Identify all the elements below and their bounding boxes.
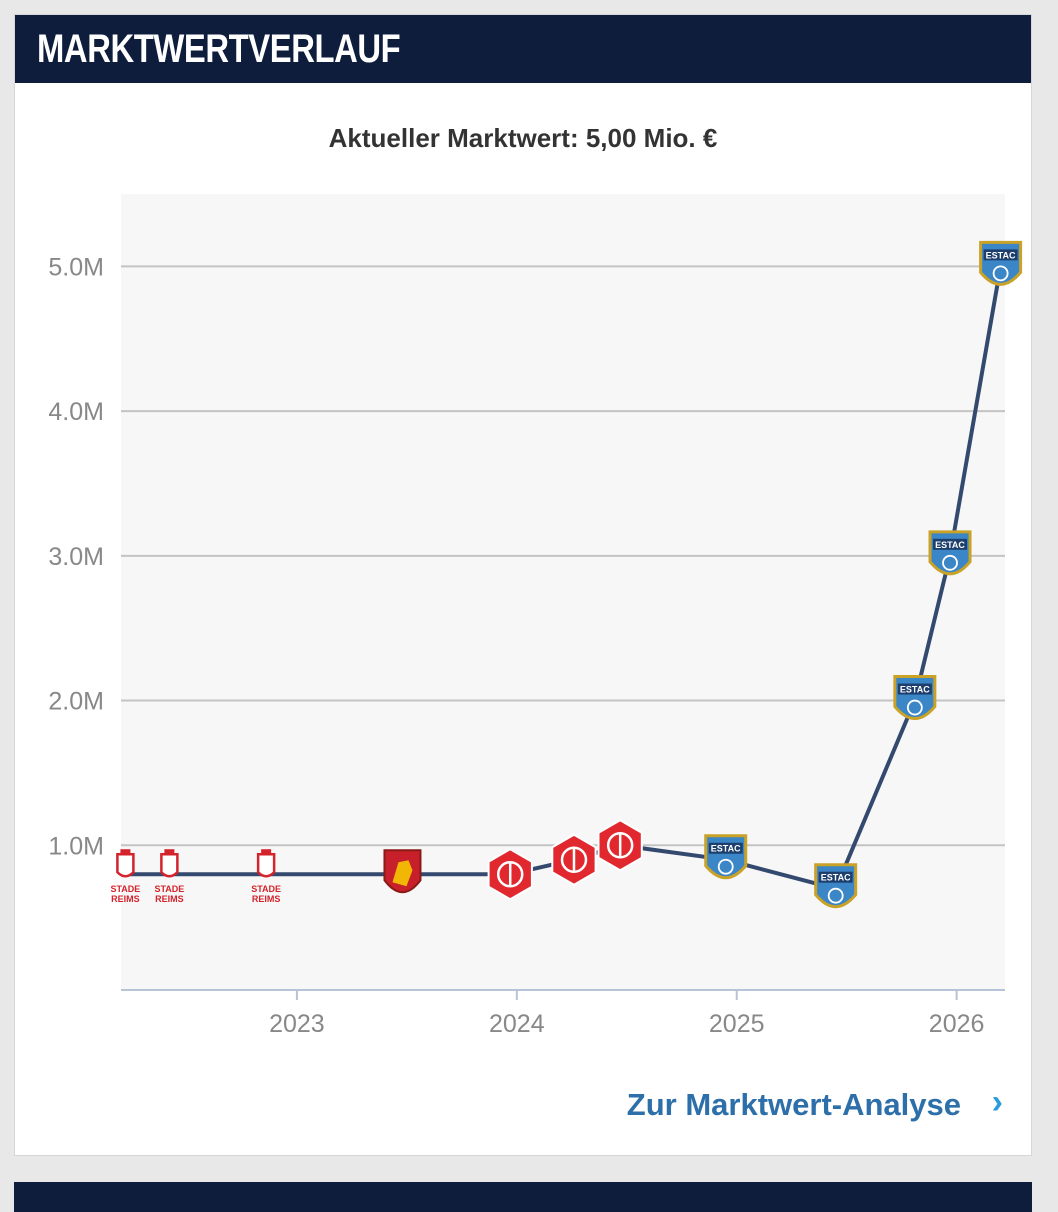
- reims-crown: [261, 849, 272, 855]
- troyes-banner: [818, 871, 853, 883]
- y-tick-label: 2.0M: [48, 688, 104, 716]
- reims-crest: [116, 852, 135, 878]
- y-tick-label: 5.0M: [48, 253, 104, 281]
- data-point-annecy-logo[interactable]: [487, 848, 533, 901]
- reims-logo-text: REIMS: [155, 894, 184, 904]
- troyes-banner: [933, 538, 968, 550]
- troyes-emblem: [827, 887, 844, 904]
- data-point-troyes-logo[interactable]: ESTAC: [979, 240, 1023, 286]
- data-point-troyes-logo[interactable]: ESTAC: [814, 863, 858, 909]
- reims-logo-text: REIMS: [252, 894, 281, 904]
- troyes-crest: [893, 675, 937, 721]
- reims-logo-text: STADE: [154, 884, 184, 894]
- troyes-emblem: [717, 858, 734, 875]
- reims-logo-text: STADE: [251, 884, 281, 894]
- troyes-logo-text: ESTAC: [986, 250, 1016, 260]
- troyes-crest: [979, 240, 1023, 286]
- data-point-troyes-logo[interactable]: ESTAC: [893, 675, 937, 721]
- next-section-header: [14, 1182, 1032, 1212]
- rodez-emblem: [392, 860, 413, 887]
- data-point-annecy-logo[interactable]: [597, 819, 643, 872]
- x-tick-label: 2026: [929, 1010, 985, 1038]
- troyes-crest: [814, 863, 858, 909]
- troyes-crest: [704, 834, 748, 880]
- y-tick-label: 1.0M: [48, 832, 104, 860]
- reims-crest: [256, 852, 276, 878]
- x-tick-label: 2024: [489, 1010, 545, 1038]
- troyes-logo-text: ESTAC: [821, 873, 851, 883]
- data-point-troyes-logo[interactable]: ESTAC: [704, 834, 748, 880]
- market-value-analysis-link[interactable]: Zur Marktwert-Analyse: [626, 1087, 961, 1122]
- troyes-emblem: [942, 554, 958, 571]
- troyes-banner: [708, 842, 743, 854]
- reims-logo-text: REIMS: [111, 894, 140, 904]
- data-point-annecy-logo[interactable]: [551, 833, 597, 886]
- data-point-troyes-logo[interactable]: ESTAC: [928, 530, 972, 576]
- current-market-value: Aktueller Marktwert: 5,00 Mio. €: [328, 123, 718, 153]
- reims-crown: [164, 849, 175, 855]
- troyes-emblem: [906, 699, 923, 716]
- chevron-right-icon[interactable]: ›: [991, 1083, 1003, 1121]
- troyes-crest: [928, 530, 972, 576]
- reims-logo-text: STADE: [110, 884, 140, 894]
- y-tick-label: 3.0M: [48, 543, 104, 571]
- troyes-logo-text: ESTAC: [935, 540, 965, 550]
- x-tick-label: 2023: [269, 1010, 325, 1038]
- card-title: MARKTWERTVERLAUF: [37, 27, 401, 71]
- troyes-logo-text: ESTAC: [900, 685, 930, 695]
- card-header: MARKTWERTVERLAUF: [15, 15, 1031, 83]
- reims-crown: [120, 849, 131, 855]
- troyes-logo-text: ESTAC: [711, 844, 741, 854]
- troyes-banner: [897, 683, 932, 695]
- reims-crest: [160, 852, 179, 878]
- y-tick-label: 4.0M: [48, 398, 104, 426]
- x-tick-label: 2025: [709, 1010, 765, 1038]
- data-point-rodez-logo[interactable]: [383, 849, 422, 894]
- troyes-emblem: [992, 265, 1009, 282]
- troyes-banner: [983, 249, 1018, 261]
